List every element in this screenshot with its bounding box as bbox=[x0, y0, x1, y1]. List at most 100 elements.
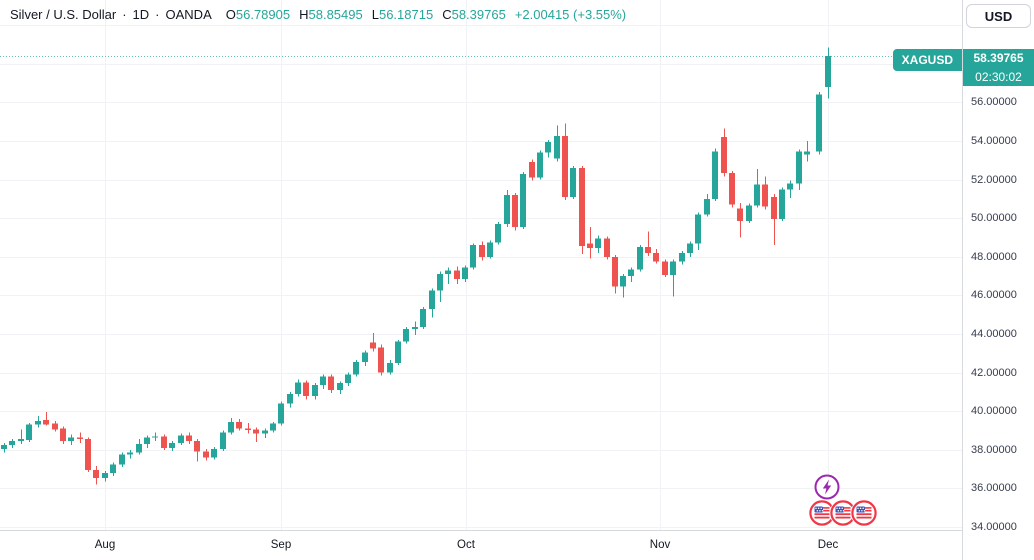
candle-down bbox=[645, 247, 651, 253]
candle-up bbox=[102, 472, 108, 478]
candle-up bbox=[262, 430, 268, 434]
candle-down bbox=[721, 137, 727, 173]
candle-up bbox=[495, 223, 501, 243]
month-label: Oct bbox=[457, 539, 475, 551]
ohlc-values: O56.78905 H58.85495 L56.18715 C58.39765 bbox=[226, 7, 506, 22]
candle-up bbox=[487, 242, 493, 257]
gridlines bbox=[0, 0, 962, 530]
candle-down bbox=[378, 347, 384, 373]
candle-down bbox=[729, 172, 735, 205]
last-price-value: 58.39765 bbox=[973, 50, 1024, 65]
candle-down bbox=[60, 428, 66, 442]
price-tick-label: 54.00000 bbox=[971, 135, 1017, 147]
low-value: L56.18715 bbox=[371, 7, 434, 22]
candle-down bbox=[562, 136, 568, 197]
candle-up bbox=[554, 136, 560, 159]
candle-down bbox=[194, 441, 200, 452]
exchange-label: OANDA bbox=[165, 7, 212, 22]
candle-up bbox=[754, 184, 760, 206]
interval-label[interactable]: 1D bbox=[132, 7, 150, 22]
price-tick-label: 52.00000 bbox=[971, 173, 1017, 186]
candle-down bbox=[303, 382, 309, 396]
price-tick-label: 44.00000 bbox=[971, 328, 1017, 340]
candle-up bbox=[295, 382, 301, 394]
candle-up bbox=[220, 432, 226, 449]
candle-up bbox=[687, 243, 693, 253]
us-flag-event-icon[interactable] bbox=[808, 499, 836, 527]
candle-up bbox=[779, 189, 785, 220]
candle-up bbox=[712, 151, 718, 199]
candle-up bbox=[110, 464, 116, 473]
candle-up bbox=[395, 341, 401, 363]
candle-up bbox=[429, 290, 435, 309]
candle-up bbox=[127, 452, 133, 455]
time-axis[interactable]: Aug Sep Oct Nov Dec bbox=[0, 530, 1034, 560]
lightning-event-icon[interactable] bbox=[814, 474, 840, 500]
candle-up bbox=[353, 361, 359, 375]
symbol-legend: Silver / U.S. Dollar · 1D · OANDA O56.78… bbox=[10, 7, 626, 22]
candle-up bbox=[787, 183, 793, 190]
candle-down bbox=[93, 470, 99, 478]
candle-up bbox=[816, 94, 822, 152]
candle-up bbox=[270, 423, 276, 431]
price-tick-label: 34.00000 bbox=[971, 521, 1017, 530]
candlestick-chart[interactable] bbox=[0, 0, 962, 530]
price-tick-label: 40.00000 bbox=[971, 405, 1017, 418]
event-markers bbox=[808, 474, 878, 527]
candle-down bbox=[579, 168, 585, 247]
candle-up bbox=[462, 267, 468, 279]
candle-up bbox=[628, 269, 634, 277]
candle-down bbox=[370, 342, 376, 349]
price-axis[interactable]: 56.00000 54.00000 52.00000 50.00000 48.00000… bbox=[962, 0, 1034, 560]
candle-up bbox=[1, 444, 7, 449]
countdown-timer: 02:30:02 bbox=[975, 69, 1022, 84]
candle-down bbox=[186, 435, 192, 442]
candle-down bbox=[85, 439, 91, 471]
candle-up bbox=[570, 168, 576, 197]
candle-up bbox=[412, 327, 418, 330]
candle-up bbox=[796, 151, 802, 184]
high-value: H58.85495 bbox=[299, 7, 363, 22]
month-label: Aug bbox=[94, 539, 116, 551]
candle-up bbox=[387, 362, 393, 373]
candle-up bbox=[119, 454, 125, 465]
candle-down bbox=[653, 252, 659, 262]
candle-down bbox=[479, 245, 485, 257]
candle-up bbox=[287, 393, 293, 404]
candle-down bbox=[328, 376, 334, 390]
candle-up bbox=[420, 308, 426, 328]
candle-up bbox=[26, 424, 32, 441]
candle-down bbox=[587, 243, 593, 249]
candle-down bbox=[771, 196, 777, 220]
candle-down bbox=[512, 195, 518, 227]
candle-up bbox=[637, 247, 643, 270]
candle-down bbox=[662, 261, 668, 276]
last-price-symbol-flag: XAGUSD bbox=[892, 48, 962, 71]
candle-down bbox=[236, 421, 242, 429]
price-tick-label: 46.00000 bbox=[971, 289, 1017, 302]
price-tick-label: 38.00000 bbox=[971, 443, 1017, 456]
candle-up bbox=[670, 261, 676, 276]
candle-up bbox=[136, 444, 142, 453]
candle-down bbox=[604, 238, 610, 257]
price-tick-label: 42.00000 bbox=[971, 366, 1017, 379]
candle-down bbox=[612, 256, 618, 287]
candle-up bbox=[679, 252, 685, 262]
candle-up bbox=[9, 441, 15, 445]
candle-up bbox=[362, 352, 368, 362]
currency-button[interactable]: USD bbox=[966, 4, 1031, 28]
candle-up bbox=[445, 270, 451, 275]
price-tick-label: 48.00000 bbox=[971, 250, 1017, 263]
month-label: Dec bbox=[817, 539, 839, 551]
candle-up bbox=[695, 214, 701, 244]
candle-up bbox=[152, 436, 158, 438]
price-tick-label: 50.00000 bbox=[971, 212, 1017, 225]
us-flag-event-icon[interactable] bbox=[850, 499, 878, 527]
candles bbox=[1, 47, 831, 485]
candle-up bbox=[144, 437, 150, 445]
symbol-title[interactable]: Silver / U.S. Dollar bbox=[10, 7, 117, 22]
price-tick-label: 56.00000 bbox=[971, 96, 1017, 109]
close-value: C58.39765 bbox=[442, 7, 506, 22]
candle-up bbox=[804, 151, 810, 155]
candle-down bbox=[245, 428, 251, 430]
